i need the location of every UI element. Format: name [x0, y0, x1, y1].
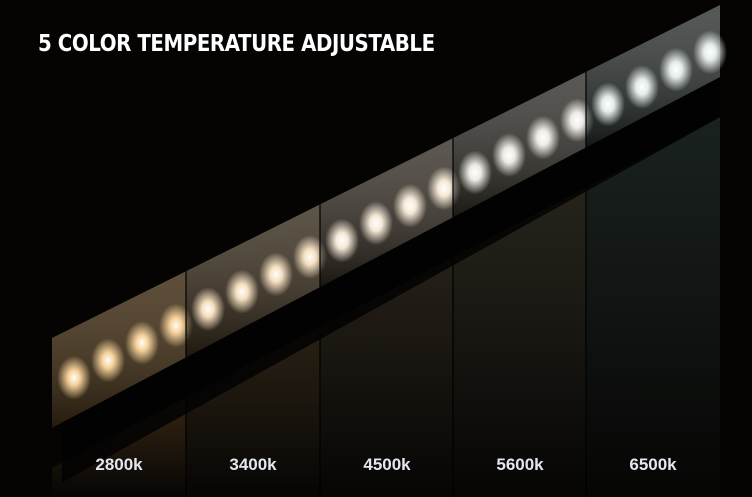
led-3400k: [293, 234, 327, 279]
led-5600k: [492, 133, 526, 178]
temp-label-6500k: 6500k: [629, 455, 677, 474]
led-6500k: [625, 65, 659, 110]
led-2800k: [91, 338, 125, 383]
headline: 5 COLOR TEMPERATURE ADJUSTABLE: [38, 31, 435, 57]
wall-glow-6500k: [586, 117, 720, 497]
temp-label-4500k: 4500k: [363, 455, 411, 474]
led-3400k: [259, 252, 293, 297]
led-2800k: [57, 355, 91, 400]
led-5600k: [458, 150, 492, 195]
led-3400k: [191, 287, 225, 332]
strip-shadow: [62, 77, 720, 483]
temp-label-3400k: 3400k: [229, 455, 277, 474]
led-3400k: [225, 269, 259, 314]
led-4500k: [393, 183, 427, 228]
led-4500k: [359, 201, 393, 246]
led-2800k: [125, 320, 159, 365]
led-5600k: [526, 115, 560, 160]
led-2800k: [159, 303, 193, 348]
temp-label-5600k: 5600k: [496, 455, 544, 474]
temp-label-2800k: 2800k: [95, 455, 143, 474]
led-6500k: [659, 47, 693, 92]
led-6500k: [693, 30, 727, 75]
led-6500k: [591, 82, 625, 127]
wall-glow-3400k: [186, 327, 320, 497]
wall-glow-5600k: [453, 187, 586, 497]
led-4500k: [325, 218, 359, 263]
